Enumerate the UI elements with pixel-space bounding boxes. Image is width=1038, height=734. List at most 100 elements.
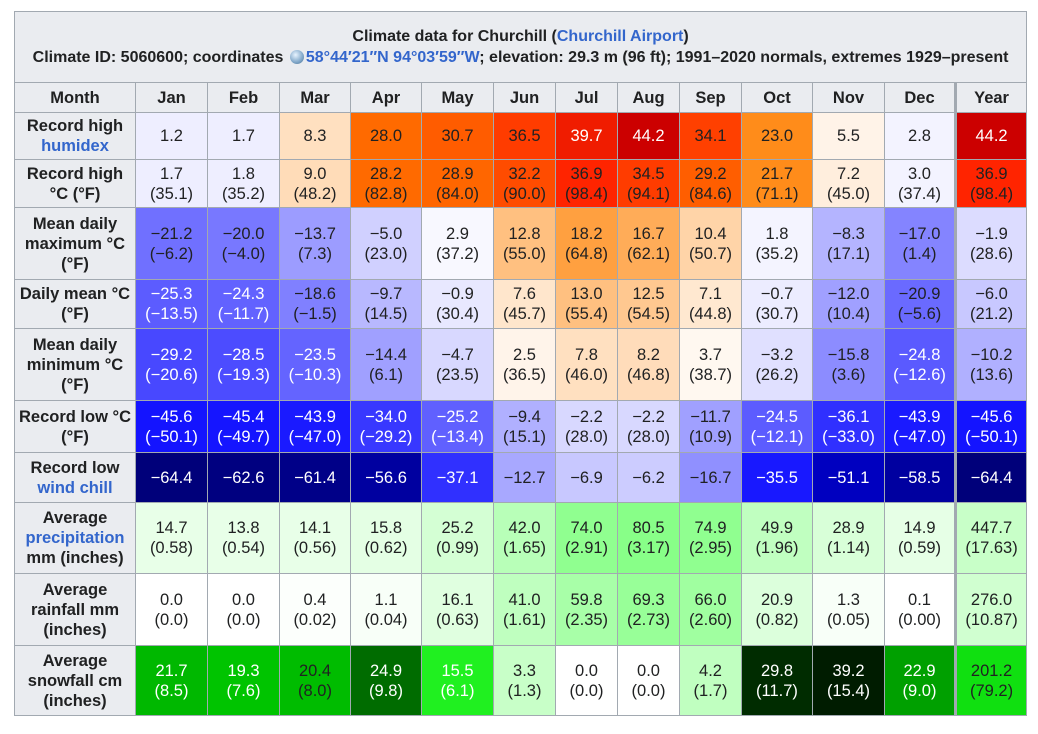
- metric-value: 69.3: [632, 590, 665, 609]
- data-cell: 16.7 (62.1): [617, 207, 680, 280]
- row-label-text: Record high: [26, 164, 124, 183]
- data-cell: 29.8 (11.7): [741, 645, 813, 716]
- churchill-airport-link[interactable]: Churchill Airport: [556, 28, 684, 45]
- metric-value: −8.3: [832, 224, 865, 243]
- metric-value: 201.2: [970, 661, 1013, 680]
- metric-value: 41.0: [508, 590, 541, 609]
- metric-value: 66.0: [694, 590, 727, 609]
- imperial-value: (17.1): [826, 244, 871, 263]
- data-cell: 44.2: [953, 112, 1028, 160]
- metric-value: 1.7: [160, 164, 183, 183]
- data-cell: 69.3 (2.73): [617, 573, 680, 646]
- imperial-value: (3.6): [831, 365, 866, 384]
- metric-value: −43.9: [898, 407, 941, 426]
- imperial-value: (−29.2): [359, 427, 413, 446]
- data-cell: −1.9 (28.6): [953, 207, 1028, 280]
- data-cell: 41.0 (1.61): [493, 573, 556, 646]
- metric-value: 0.4: [303, 590, 327, 609]
- metric-value: 1.2: [160, 127, 183, 145]
- data-cell: 1.3 (0.05): [812, 573, 885, 646]
- imperial-value: (28.6): [969, 244, 1014, 263]
- imperial-value: (−19.3): [217, 365, 270, 384]
- imperial-value: (−4.0): [221, 244, 266, 263]
- metric-value: 23.0: [760, 127, 794, 145]
- data-cell: 13.0 (55.4): [555, 279, 618, 329]
- data-cell: 0.0 (0.0): [555, 645, 618, 716]
- metric-value: 22.9: [903, 661, 936, 680]
- data-cell: 21.7 (71.1): [741, 159, 813, 208]
- row-label-text: Mean daily minimum °C (°F): [26, 335, 124, 394]
- data-cell: −45.6 (−50.1): [953, 400, 1028, 453]
- data-cell: 15.8 (0.62): [350, 502, 422, 574]
- row-label: Daily mean °C (°F): [14, 279, 136, 329]
- imperial-value: (0.99): [435, 539, 480, 557]
- column-header-jul: Jul: [555, 82, 618, 113]
- data-cell: −25.3 (−13.5): [135, 279, 208, 329]
- imperial-value: (21.2): [969, 305, 1014, 323]
- metric-value: −62.6: [222, 468, 265, 487]
- imperial-value: (11.7): [756, 681, 798, 700]
- table-row: Average precipitation mm (inches) 14.7 (0.58…: [14, 502, 1028, 574]
- imperial-value: (0.05): [826, 610, 871, 629]
- metric-value: 44.2: [632, 127, 665, 145]
- data-cell: 2.5 (36.5): [493, 328, 556, 401]
- data-cell: −5.0 (23.0): [350, 207, 422, 280]
- data-cell: −20.0 (−4.0): [207, 207, 280, 280]
- data-cell: −0.7 (30.7): [741, 279, 813, 329]
- metric-value: −29.2: [150, 345, 193, 364]
- data-cell: −13.7 (7.3): [279, 207, 351, 280]
- metric-value: 74.9: [694, 519, 727, 537]
- data-cell: 49.9 (1.96): [741, 502, 813, 574]
- data-cell: 20.4 (8.0): [279, 645, 351, 716]
- imperial-value: (−11.7): [217, 305, 270, 323]
- data-cell: 3.0 (37.4): [884, 159, 956, 208]
- data-cell: 28.2 (82.8): [350, 159, 422, 208]
- imperial-value: (0.62): [364, 539, 408, 557]
- data-cell: 276.0 (10.87): [953, 573, 1028, 646]
- imperial-value: (1.61): [502, 610, 547, 629]
- metric-value: −12.7: [503, 468, 546, 487]
- data-cell: −23.5 (−10.3): [279, 328, 351, 401]
- metric-value: −15.8: [827, 345, 870, 364]
- column-header-mar: Mar: [279, 82, 351, 113]
- data-cell: 1.7: [207, 112, 280, 160]
- coordinates-link[interactable]: 58°44′21″N 94°03′59″W: [305, 49, 480, 66]
- row-label-link[interactable]: wind chill: [37, 478, 113, 497]
- data-cell: 23.0: [741, 112, 813, 160]
- metric-value: −6.9: [570, 468, 603, 487]
- data-cell: 14.9 (0.59): [884, 502, 956, 574]
- row-label-link[interactable]: precipitation: [25, 529, 125, 547]
- metric-value: 8.2: [637, 345, 660, 364]
- imperial-value: (−10.3): [288, 365, 342, 384]
- data-cell: 0.0 (0.0): [135, 573, 208, 646]
- metric-value: 3.7: [699, 345, 722, 364]
- data-cell: 2.9 (37.2): [421, 207, 494, 280]
- metric-value: −24.8: [898, 345, 941, 364]
- metric-value: −2.2: [632, 407, 665, 426]
- imperial-value: (1.3): [507, 681, 542, 700]
- metric-value: 15.5: [441, 661, 474, 680]
- row-label-text: Average: [42, 509, 108, 527]
- row-label-link[interactable]: humidex: [41, 137, 109, 155]
- data-cell: −34.0 (−29.2): [350, 400, 422, 453]
- data-cell: 15.5 (6.1): [421, 645, 494, 716]
- metric-value: −4.7: [441, 345, 474, 364]
- data-cell: −9.7 (14.5): [350, 279, 422, 329]
- data-cell: 7.8 (46.0): [555, 328, 618, 401]
- imperial-value: (−12.1): [750, 427, 804, 446]
- imperial-value: (71.1): [755, 184, 799, 203]
- data-cell: −24.8 (−12.6): [884, 328, 956, 401]
- data-cell: 16.1 (0.63): [421, 573, 494, 646]
- data-cell: 14.7 (0.58): [135, 502, 208, 574]
- metric-value: 32.2: [508, 164, 541, 183]
- metric-value: 4.2: [699, 661, 722, 680]
- metric-value: 59.8: [570, 590, 603, 609]
- data-cell: −2.2 (28.0): [617, 400, 680, 453]
- imperial-value: (46.0): [564, 365, 609, 384]
- imperial-value: (0.56): [293, 539, 337, 557]
- data-cell: 36.5: [493, 112, 556, 160]
- metric-value: 7.8: [575, 345, 598, 364]
- metric-value: −28.5: [222, 345, 265, 364]
- imperial-value: (0.63): [435, 610, 480, 629]
- metric-value: −2.2: [570, 407, 603, 426]
